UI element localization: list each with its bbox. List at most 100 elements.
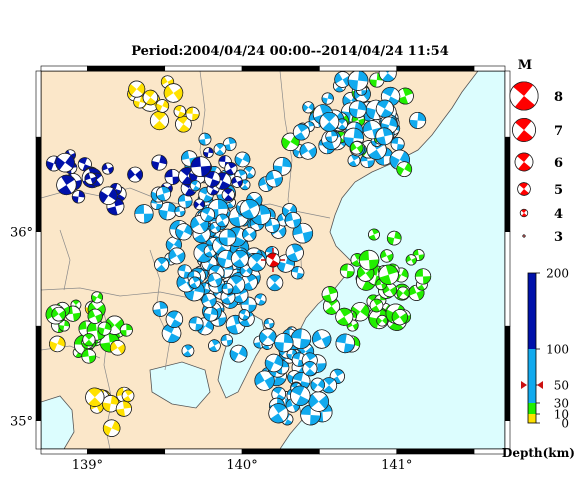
event-beachball: [220, 334, 234, 347]
event-beachball: [84, 172, 97, 185]
event-beachball: [102, 419, 121, 437]
event-beachball: [56, 174, 77, 196]
magnitude-legend-beachball: [509, 81, 539, 111]
event-beachball: [115, 400, 132, 417]
magnitude-legend-beachball: [514, 152, 534, 172]
event-beachball: [396, 87, 414, 105]
event-beachball: [119, 323, 133, 337]
magnitude-legend-label: 5: [554, 183, 563, 198]
event-beachball: [149, 111, 169, 131]
event-beachball: [165, 310, 184, 328]
event-beachball: [339, 263, 355, 279]
longitude-label: 139°: [72, 458, 103, 473]
event-beachball: [284, 211, 302, 229]
frame-ticks: [35, 65, 511, 455]
frame-bar: [35, 70, 42, 138]
frame-bar: [35, 420, 42, 450]
event-beachball: [99, 186, 118, 206]
event-beachball: [308, 391, 329, 412]
event-beachball: [266, 274, 284, 292]
frame-bar: [35, 325, 42, 421]
highlight-beachball: [265, 252, 281, 268]
event-beachball: [409, 111, 427, 129]
magnitude-legend-label: 6: [554, 156, 563, 171]
event-beachball: [154, 257, 170, 273]
magnitude-legend-label: 4: [554, 207, 563, 222]
event-beachball: [85, 387, 105, 407]
event-beachball: [336, 118, 348, 131]
frame-bar: [504, 420, 511, 450]
event-beachball: [97, 321, 112, 336]
event-beachball: [58, 319, 70, 332]
event-beachball: [239, 199, 260, 220]
magnitude-legend-title: M: [518, 58, 532, 73]
event-beachball: [264, 217, 280, 233]
frame-bar: [473, 65, 506, 72]
event-beachball: [127, 166, 143, 183]
event-beachball: [207, 272, 223, 288]
event-beachball: [175, 223, 193, 241]
depth-band: [528, 403, 536, 414]
event-beachball: [274, 332, 294, 353]
event-beachball: [173, 105, 187, 118]
event-beachball: [414, 268, 432, 285]
depth-marker-right: [537, 381, 543, 389]
event-beachball: [163, 83, 184, 103]
magnitude-legend-label: 8: [554, 90, 563, 105]
event-beachball: [221, 188, 235, 202]
event-beachball: [380, 249, 394, 263]
depth-scale-frame: [527, 272, 537, 424]
event-beachball: [291, 266, 305, 280]
event-beachball: [350, 141, 364, 155]
magnitude-legend-beachball: [512, 118, 536, 142]
event-beachball: [55, 152, 75, 173]
event-beachball: [175, 115, 192, 133]
latitude-label: 36°: [10, 226, 33, 241]
frame-bar: [164, 65, 243, 72]
event-beachball: [218, 228, 237, 247]
event-beachball: [375, 127, 394, 146]
event-beachball: [375, 99, 394, 118]
event-beachball: [82, 333, 96, 347]
event-beachball: [224, 162, 238, 176]
event-beachball: [51, 306, 67, 322]
depth-tick-label: 200: [546, 267, 569, 281]
event-beachball: [299, 142, 317, 160]
event-beachball: [347, 154, 361, 167]
event-beachball: [285, 243, 304, 262]
frame-bar: [319, 448, 398, 455]
event-beachball: [217, 249, 236, 269]
depth-tick-label: 10: [554, 408, 569, 422]
event-beachball: [221, 282, 234, 295]
frame-bar: [504, 231, 511, 327]
frame-bar: [35, 136, 42, 232]
event-beachball: [215, 213, 230, 228]
event-beachball: [391, 309, 408, 326]
event-beachball: [204, 170, 221, 188]
event-beachball: [198, 132, 212, 146]
event-beachball: [302, 361, 318, 377]
event-beachball: [208, 339, 221, 352]
event-beachball: [101, 162, 114, 175]
event-beachball: [109, 340, 126, 356]
earthquake-events: [45, 71, 432, 437]
frame-bar: [35, 231, 42, 327]
event-beachball: [91, 291, 104, 304]
event-beachball: [128, 80, 146, 98]
event-beachball: [386, 230, 402, 246]
event-beachball: [405, 254, 417, 266]
highlight-event: [261, 248, 285, 272]
depth-tick-label: 30: [554, 397, 569, 411]
magnitude-legend-label: 3: [554, 230, 563, 245]
depth-scale-title: Depth(km): [502, 446, 575, 460]
event-beachball: [290, 385, 311, 406]
event-beachball: [177, 193, 193, 209]
frame-bar: [504, 325, 511, 421]
axis-labels: 139° 140° 141° 35° 36°: [10, 226, 412, 473]
event-beachball: [155, 186, 172, 202]
event-beachball: [152, 301, 169, 317]
depth-band: [528, 414, 536, 423]
event-beachball: [174, 205, 186, 217]
depth-marker-left: [521, 381, 527, 389]
event-beachball: [189, 180, 201, 192]
